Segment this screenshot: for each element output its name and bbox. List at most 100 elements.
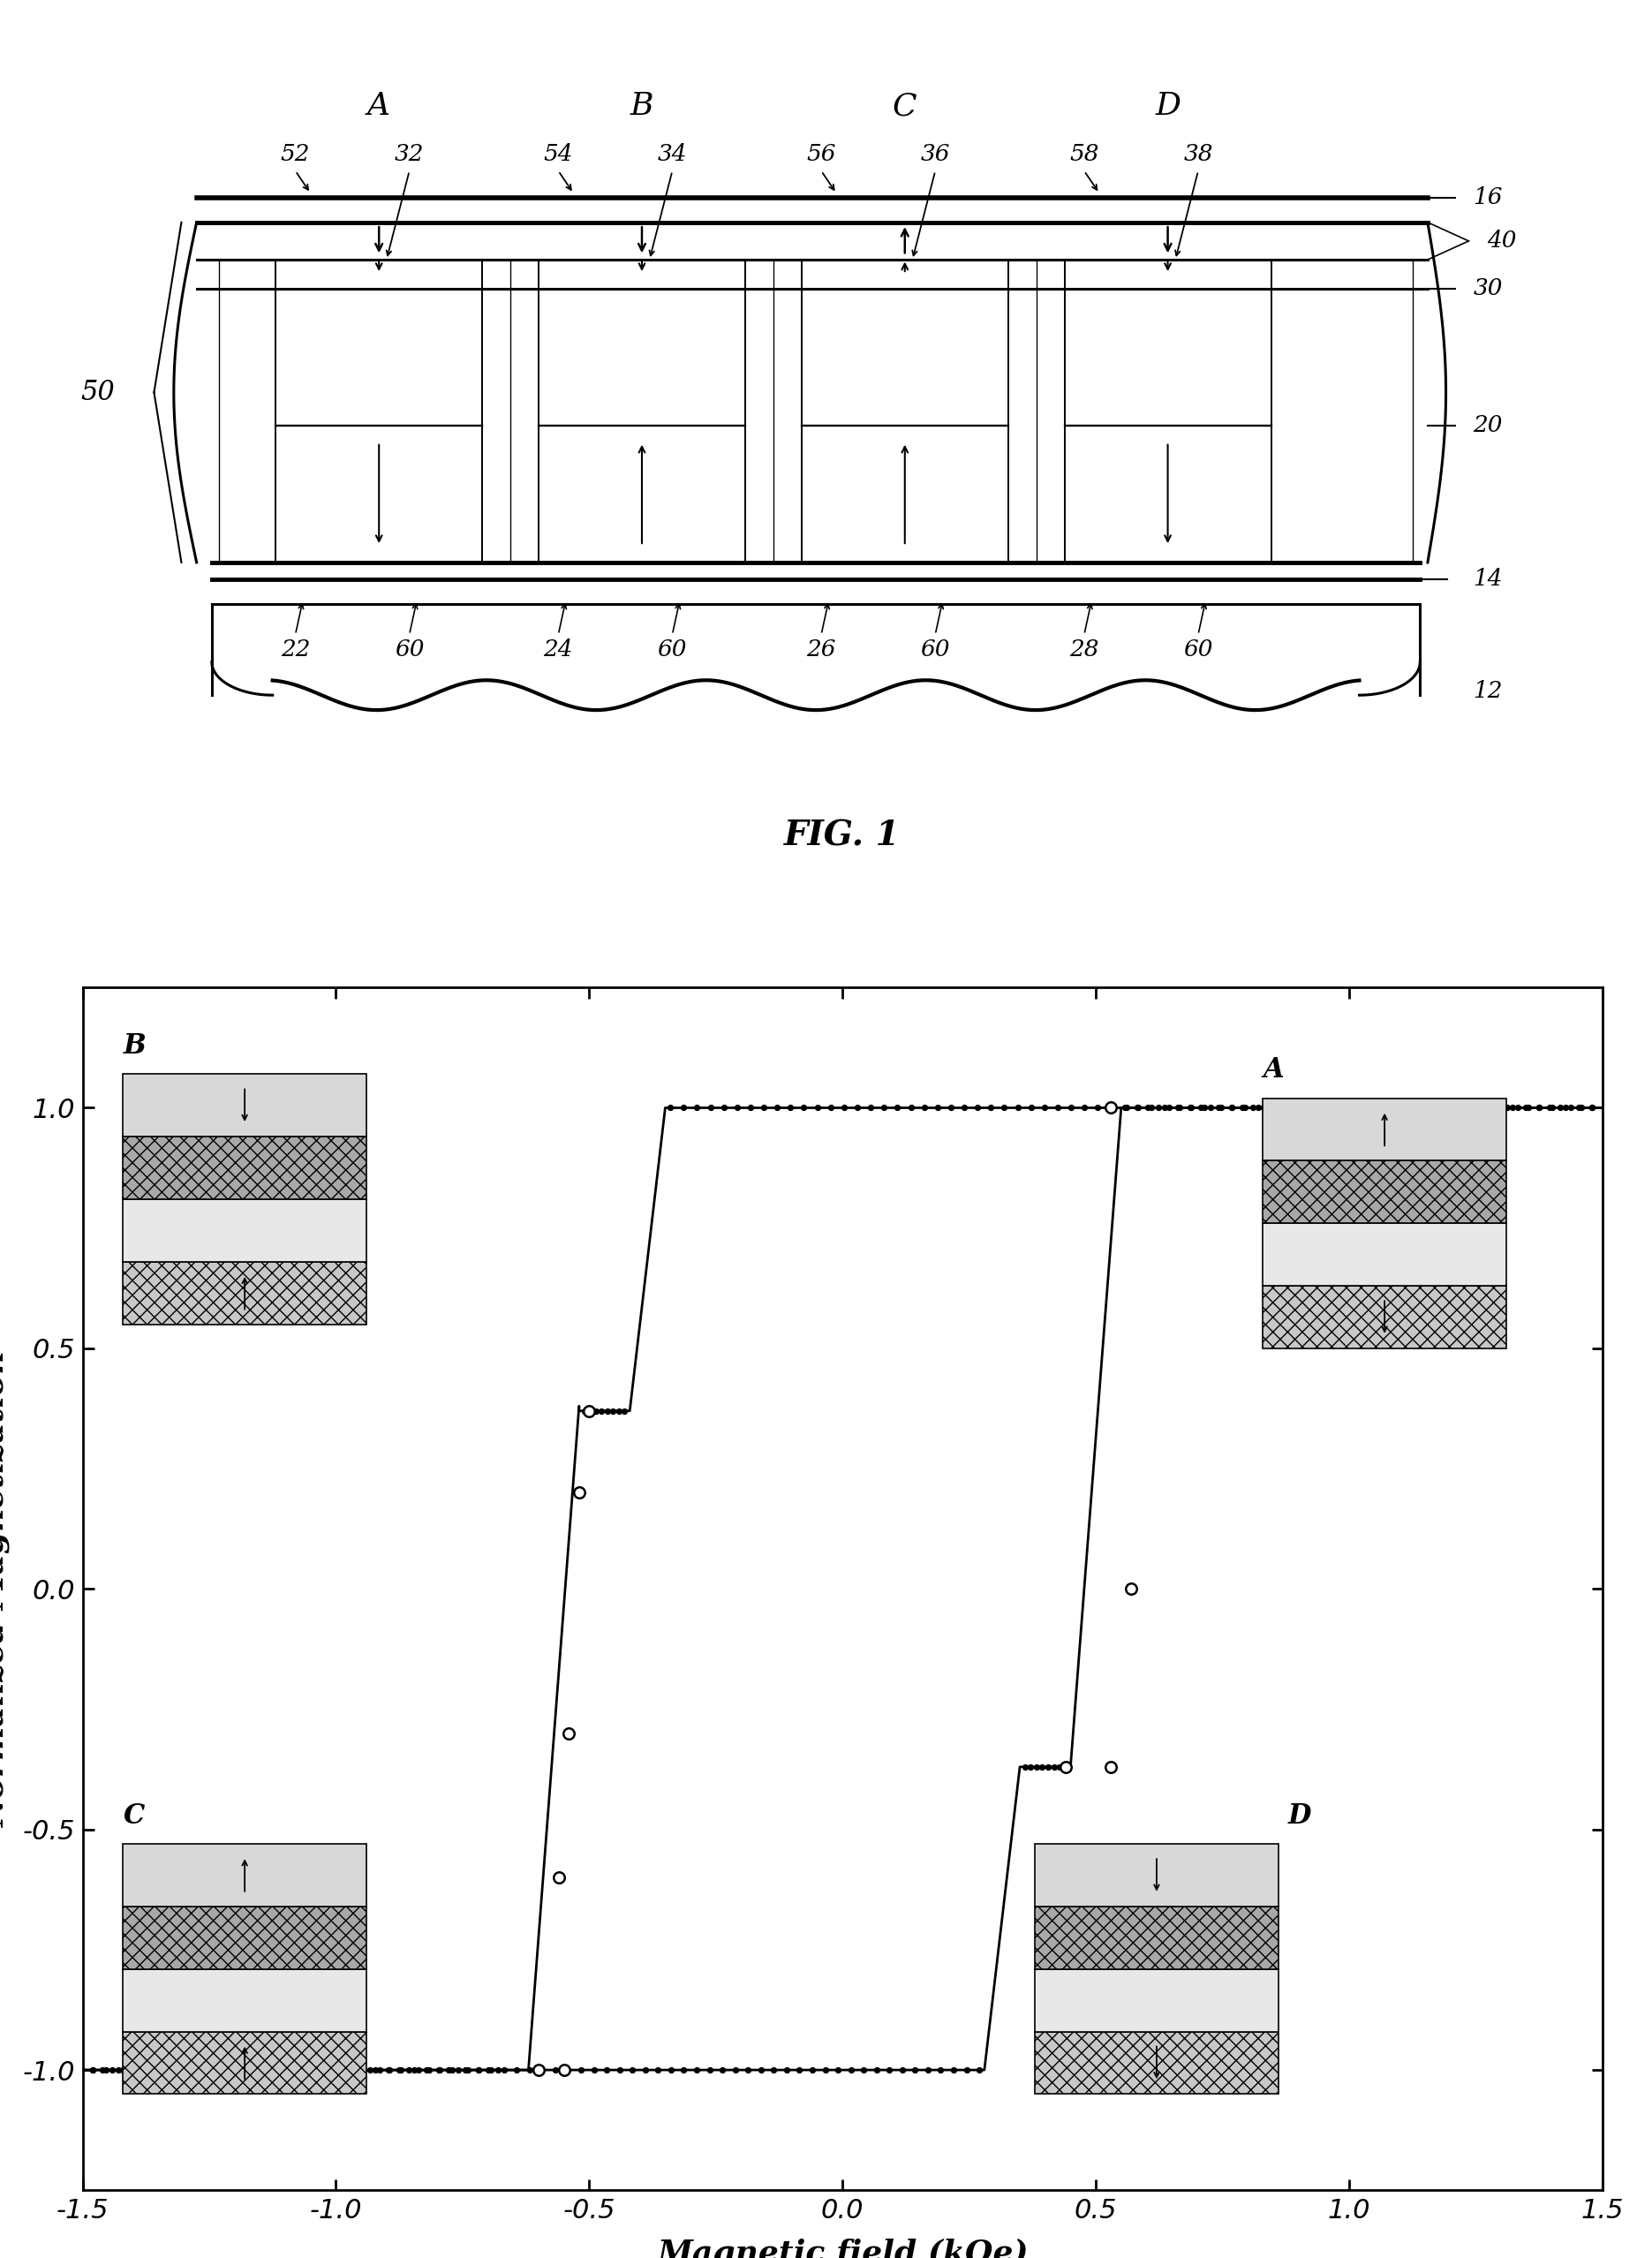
Point [1166,1091,1193,1127]
Bar [124,2032,367,2093]
Point [927,2053,953,2089]
Bar [1036,2032,1279,2093]
Point [671,2053,697,2089]
Point [1558,1091,1584,1127]
Point [1191,1091,1218,1127]
Point [633,2053,659,2089]
Point [79,2053,106,2089]
Point [337,2053,363,2089]
Point [1029,1750,1056,1786]
Point [1483,1091,1510,1127]
Bar [124,2032,367,2093]
Point [1368,1091,1394,1127]
Point [1052,1750,1079,1786]
Point [1498,1091,1525,1127]
Point [1399,1091,1426,1127]
Point [178,2053,205,2089]
Text: 28: 28 [1069,639,1099,662]
Point [1378,1091,1404,1127]
Point [902,2053,928,2089]
Point [406,2053,433,2089]
Point [1536,1091,1563,1127]
Point [611,1393,638,1429]
Point [542,2053,568,2089]
Point [327,2053,354,2089]
Text: 20: 20 [1474,415,1503,436]
Point [818,1091,844,1127]
Point [1485,1091,1512,1127]
Point [897,1091,923,1127]
Bar [1036,1845,1279,1906]
Point [724,1091,750,1127]
Point [1011,1750,1037,1786]
Point [246,2053,273,2089]
Point [805,1091,831,1127]
Text: 26: 26 [806,639,836,662]
Point [1303,1091,1330,1127]
Point [131,2053,157,2089]
Point [588,1393,615,1429]
Point [396,2053,423,2089]
Point [99,2053,126,2089]
Bar [124,1845,367,1906]
Text: B: B [629,90,654,122]
Text: 40: 40 [1487,230,1517,253]
Bar [1264,1285,1507,1348]
Point [89,2053,116,2089]
Point [884,1091,910,1127]
Point [1431,1091,1457,1127]
Text: 56: 56 [806,142,836,165]
Point [491,2053,517,2089]
Point [477,2053,504,2089]
Text: A: A [1264,1057,1284,1084]
Point [606,1393,633,1429]
Point [149,2053,175,2089]
Text: 24: 24 [544,639,573,662]
Bar [124,1075,367,1136]
Point [436,2053,463,2089]
Point [504,2053,530,2089]
Point [1204,1091,1231,1127]
Point [910,1091,937,1127]
Point [307,2053,334,2089]
Point [287,2053,314,2089]
Point [1135,1091,1161,1127]
Point [1346,1091,1373,1127]
Point [1219,1091,1246,1127]
Point [1472,1091,1498,1127]
Point [106,2053,132,2089]
Point [1018,1750,1044,1786]
Text: 60: 60 [920,639,950,662]
Point [1452,1091,1479,1127]
Point [1365,1091,1391,1127]
Point [925,1091,952,1127]
Point [844,1091,871,1127]
Text: 22: 22 [281,639,311,662]
Point [349,2053,375,2089]
Point [1356,1091,1383,1127]
Text: C: C [892,90,917,122]
Text: C: C [124,1802,144,1829]
Point [1041,1750,1067,1786]
Point [965,1091,991,1127]
Point [1198,1091,1224,1127]
Point [620,2053,646,2089]
Point [1409,1091,1436,1127]
Point [851,2053,877,2089]
Point [1335,1091,1361,1127]
Point [1044,1091,1070,1127]
Point [1018,1091,1044,1127]
Point [876,2053,902,2089]
Point [221,2053,248,2089]
Point [238,2053,264,2089]
Bar [124,1906,367,1969]
Point [157,2053,183,2089]
Point [722,2053,748,2089]
Point [377,2053,403,2089]
Point [1421,1091,1447,1127]
Point [695,2053,722,2089]
Text: 58: 58 [1069,142,1099,165]
Point [750,1091,776,1127]
Bar [124,1136,367,1199]
Point [1393,1091,1419,1127]
